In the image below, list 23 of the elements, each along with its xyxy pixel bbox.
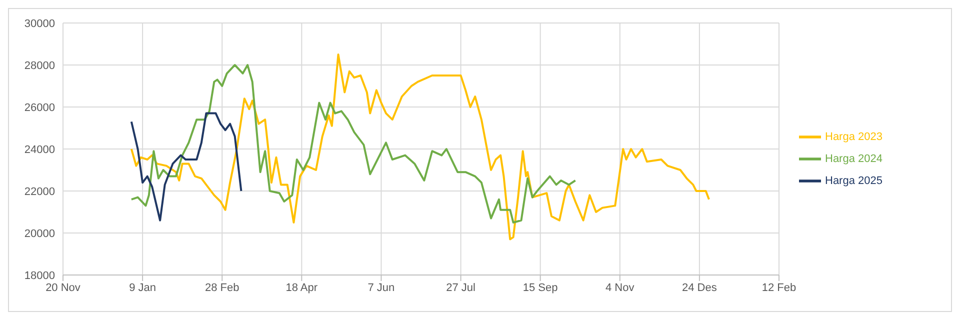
x-tick-label: 24 Des: [682, 282, 718, 294]
x-tick-label: 28 Feb: [204, 282, 240, 294]
legend-label: Harga 2024: [825, 152, 882, 165]
y-tick-label: 22000: [24, 186, 55, 198]
legend-label: Harga 2023: [825, 130, 882, 143]
x-tick-label: 27 Jul: [446, 282, 476, 294]
y-tick-label: 18000: [24, 270, 55, 282]
line-series: [130, 54, 710, 240]
x-tick-label: 7 Jun: [368, 282, 395, 294]
y-tick-label: 30000: [24, 18, 55, 30]
y-tick-label: 28000: [24, 60, 55, 72]
x-tick-label: 4 Nov: [606, 282, 635, 294]
y-tick-label: 26000: [24, 102, 55, 114]
legend-label: Harga 2025: [825, 174, 882, 187]
x-tick-label: 12 Feb: [762, 282, 796, 294]
line-series: [130, 112, 242, 222]
y-tick-label: 20000: [24, 228, 55, 240]
y-tick-label: 24000: [24, 144, 55, 156]
x-tick-label: 20 Nov: [46, 282, 81, 294]
line-series: [130, 64, 576, 224]
x-tick-label: 9 Jan: [129, 282, 156, 294]
x-tick-label: 18 Apr: [286, 282, 318, 294]
x-tick-label: 15 Sep: [522, 282, 558, 294]
